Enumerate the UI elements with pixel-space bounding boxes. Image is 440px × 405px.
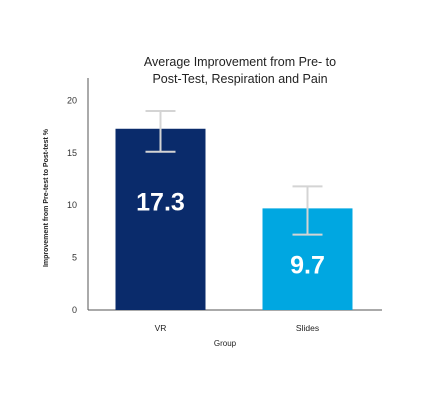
x-axis-label: Group [214, 339, 237, 348]
y-tick-label: 15 [67, 148, 77, 158]
y-tick-label: 20 [67, 95, 77, 105]
data-label: 9.7 [290, 251, 325, 279]
chart-title-line-1: Average Improvement from Pre- to [144, 55, 336, 69]
y-tick-label: 10 [67, 200, 77, 210]
y-tick-label: 0 [72, 305, 77, 315]
x-tick-label: Slides [296, 323, 319, 333]
x-tick-label: VR [155, 323, 167, 333]
bar-vr [115, 128, 206, 310]
chart-title-line-2: Post-Test, Respiration and Pain [152, 72, 327, 86]
y-tick-label: 5 [72, 253, 77, 263]
data-label: 17.3 [136, 188, 185, 216]
y-axis-label: Improvement from Pre-test to Post-test % [43, 128, 50, 267]
